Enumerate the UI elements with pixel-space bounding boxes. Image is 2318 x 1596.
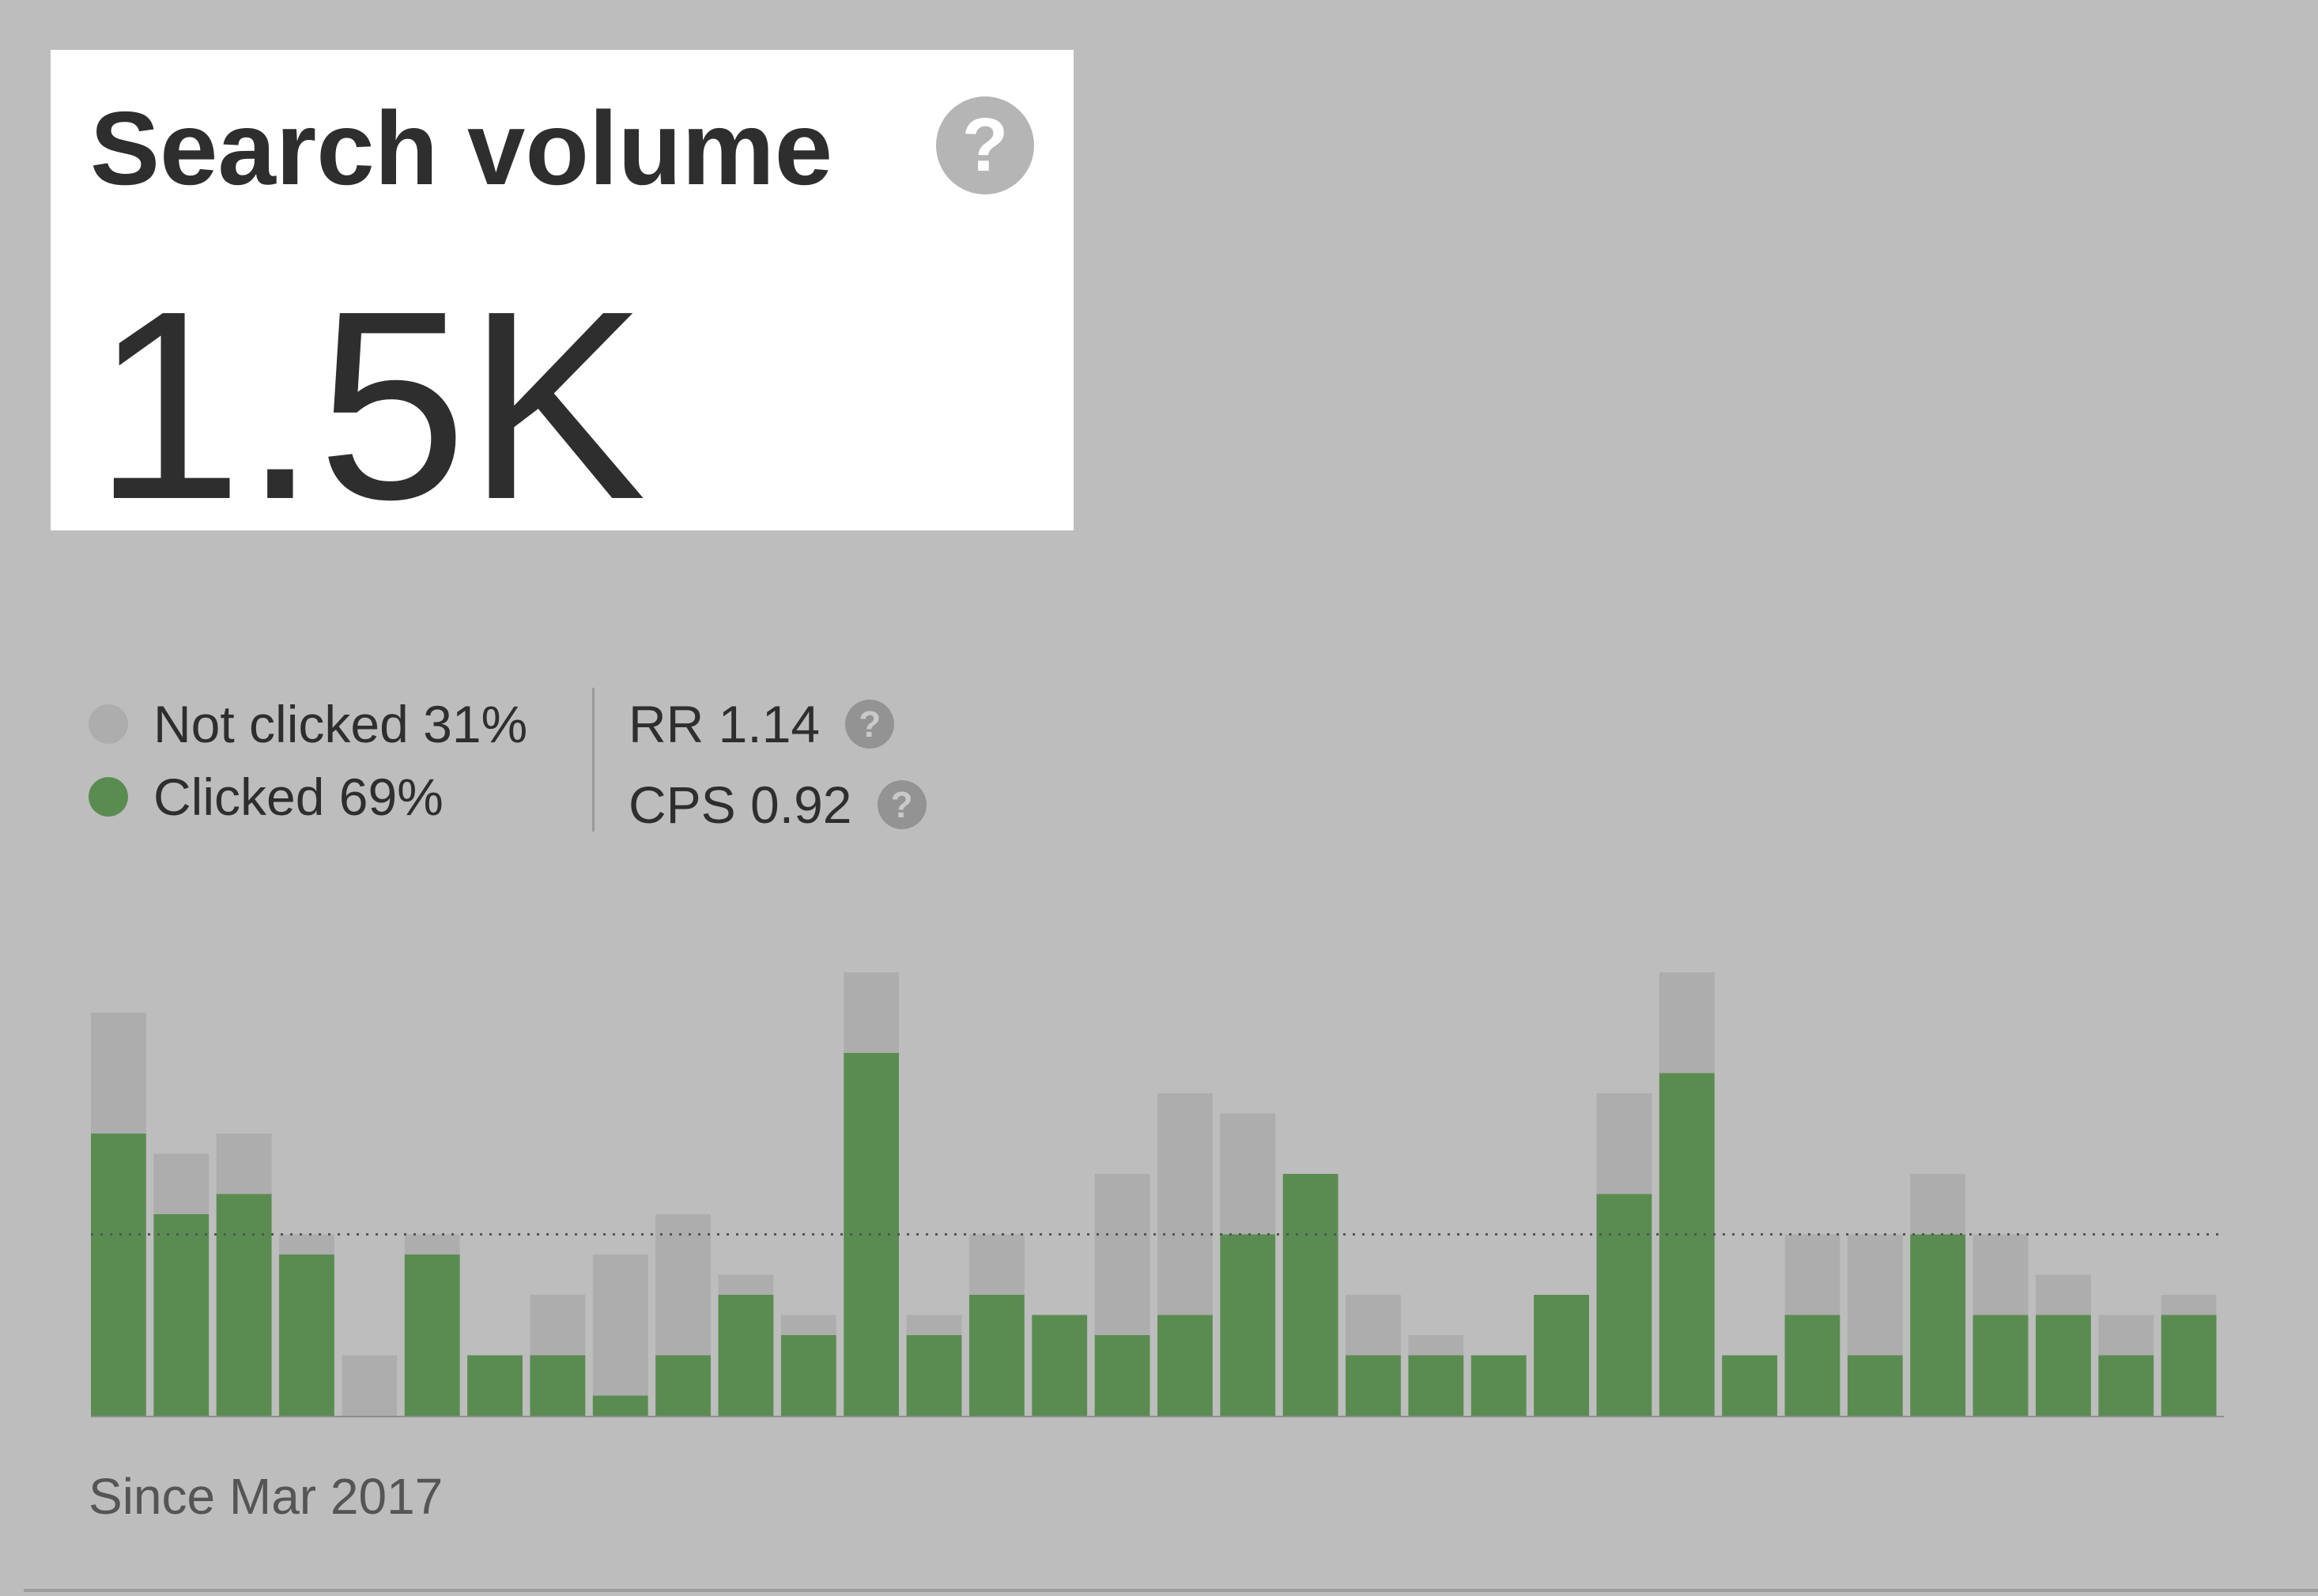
bar-not-clicked[interactable] [592, 1255, 648, 1396]
bar-not-clicked[interactable] [1659, 972, 1715, 1073]
bar-clicked[interactable] [1596, 1194, 1652, 1417]
bar-clicked[interactable] [530, 1355, 586, 1417]
bar-not-clicked[interactable] [2035, 1274, 2091, 1315]
legend-label-not-clicked: Not clicked 31% [153, 695, 528, 753]
bar-clicked[interactable] [1094, 1335, 1150, 1416]
bar-clicked[interactable] [906, 1335, 962, 1416]
bar-clicked[interactable] [718, 1295, 774, 1416]
bar-clicked[interactable] [1973, 1315, 2029, 1417]
bar-not-clicked[interactable] [342, 1355, 398, 1417]
bar-not-clicked[interactable] [1847, 1234, 1903, 1356]
bar-clicked[interactable] [279, 1255, 334, 1416]
bar-clicked[interactable] [968, 1295, 1025, 1416]
bar-clicked[interactable] [2161, 1315, 2217, 1417]
search-volume-value: 1.5K [93, 255, 647, 556]
bar-not-clicked[interactable] [968, 1234, 1025, 1296]
bar-not-clicked[interactable] [1346, 1295, 1401, 1356]
legend-item-clicked: Clicked 69% [89, 760, 527, 833]
bar-clicked[interactable] [467, 1355, 523, 1417]
bar-not-clicked[interactable] [718, 1274, 774, 1296]
bar-not-clicked[interactable] [1596, 1093, 1652, 1194]
legend-label-clicked: Clicked 69% [153, 768, 444, 826]
bar-not-clicked[interactable] [216, 1134, 272, 1194]
legend-divider [592, 688, 595, 832]
clicked-dot-icon [89, 777, 128, 817]
bar-not-clicked[interactable] [906, 1315, 962, 1336]
rr-question-icon[interactable]: ? [845, 700, 895, 749]
bar-clicked[interactable] [780, 1335, 836, 1416]
bar-not-clicked[interactable] [1973, 1234, 2029, 1315]
bar-clicked[interactable] [2098, 1355, 2154, 1417]
bar-not-clicked[interactable] [91, 1013, 146, 1134]
bar-clicked[interactable] [404, 1255, 460, 1416]
bar-clicked[interactable] [655, 1355, 712, 1417]
not-clicked-dot-icon [89, 704, 128, 744]
bar-clicked[interactable] [1346, 1355, 1401, 1417]
bar-clicked[interactable] [91, 1134, 146, 1416]
bar-clicked[interactable] [216, 1194, 272, 1417]
bar-clicked[interactable] [1659, 1073, 1715, 1417]
bar-clicked[interactable] [1784, 1315, 1840, 1417]
bar-not-clicked[interactable] [780, 1315, 836, 1336]
bar-clicked[interactable] [1282, 1174, 1338, 1416]
bar-clicked[interactable] [1032, 1315, 1088, 1417]
bar-clicked[interactable] [1220, 1234, 1276, 1417]
bar-clicked[interactable] [1722, 1355, 1778, 1417]
bar-not-clicked[interactable] [153, 1153, 210, 1215]
bar-not-clicked[interactable] [1157, 1093, 1213, 1315]
bar-clicked[interactable] [1470, 1355, 1527, 1417]
bar-clicked[interactable] [153, 1214, 210, 1416]
bar-not-clicked[interactable] [279, 1234, 334, 1255]
bottom-divider [24, 1589, 2318, 1592]
bar-not-clicked[interactable] [1220, 1113, 1276, 1235]
metrics: RR 1.14 ? CPS 0.92 ? [629, 684, 927, 845]
legend-item-not-clicked: Not clicked 31% [89, 688, 527, 760]
chart-legend: Not clicked 31% Clicked 69% [89, 688, 527, 833]
bar-not-clicked[interactable] [2098, 1315, 2154, 1356]
since-date-label: Since Mar 2017 [89, 1468, 444, 1525]
bar-clicked[interactable] [1157, 1315, 1213, 1417]
bar-not-clicked[interactable] [530, 1295, 586, 1356]
bar-not-clicked[interactable] [2161, 1295, 2217, 1315]
bar-not-clicked[interactable] [1910, 1174, 1966, 1235]
question-icon[interactable]: ? [936, 96, 1034, 194]
bar-clicked[interactable] [1408, 1355, 1464, 1417]
bar-clicked[interactable] [1534, 1295, 1589, 1416]
search-volume-card: Search volume ? 1.5K [51, 50, 1074, 540]
metric-rr-label: RR 1.14 [629, 695, 821, 753]
bar-clicked[interactable] [592, 1395, 648, 1417]
bar-clicked[interactable] [1910, 1234, 1966, 1417]
bar-not-clicked[interactable] [844, 972, 900, 1053]
cps-question-icon[interactable]: ? [877, 780, 927, 829]
bar-not-clicked[interactable] [1784, 1234, 1840, 1315]
metric-cps: CPS 0.92 ? [629, 764, 927, 845]
bar-not-clicked[interactable] [1094, 1174, 1150, 1335]
bar-not-clicked[interactable] [1408, 1335, 1464, 1356]
bar-not-clicked[interactable] [404, 1234, 460, 1255]
bar-clicked[interactable] [2035, 1315, 2091, 1417]
bar-clicked[interactable] [1847, 1355, 1903, 1417]
bar-not-clicked[interactable] [655, 1214, 712, 1356]
metric-cps-label: CPS 0.92 [629, 775, 852, 834]
page-title: Search volume [90, 90, 833, 206]
metric-rr: RR 1.14 ? [629, 684, 927, 764]
